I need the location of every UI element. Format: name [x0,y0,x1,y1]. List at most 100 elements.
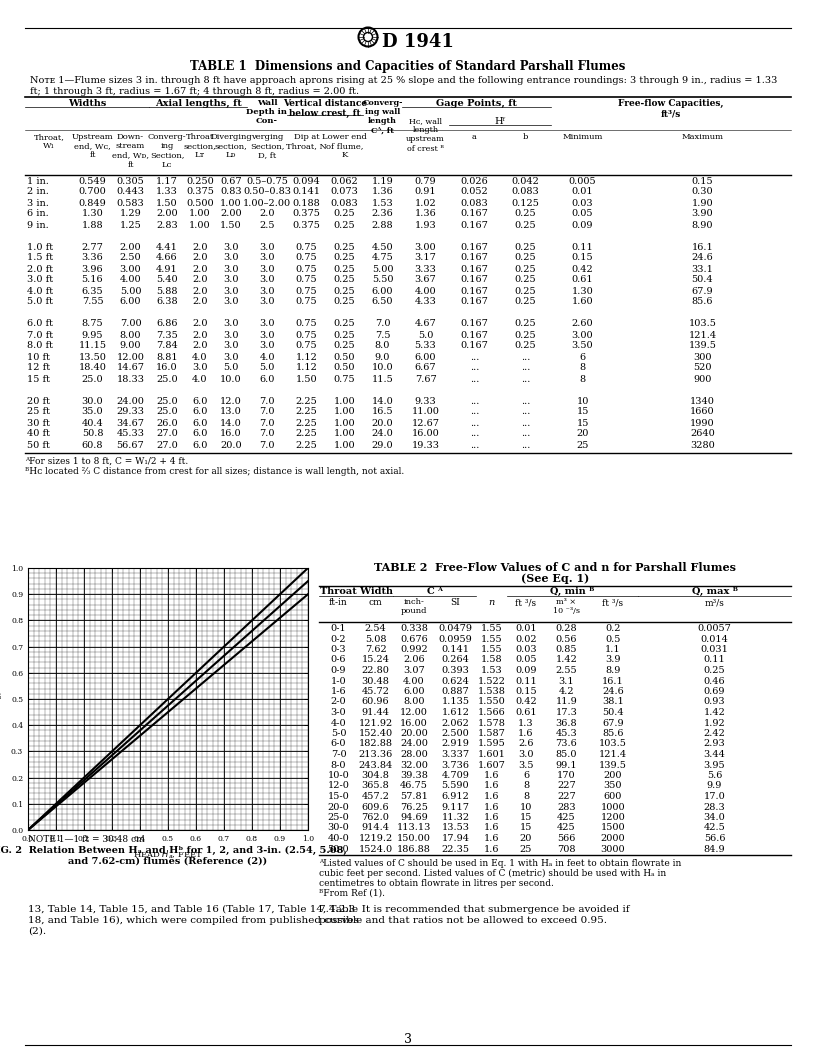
Text: 1.6: 1.6 [484,771,499,780]
Text: 4.0 ft: 4.0 ft [27,286,53,296]
Text: 1.587: 1.587 [477,729,505,738]
Y-axis label: HEAD $H_b$, FEET: HEAD $H_b$, FEET [0,664,6,734]
Text: 15.24: 15.24 [361,656,389,664]
Text: 4.00: 4.00 [415,286,437,296]
Text: 0.167: 0.167 [460,276,489,284]
Text: 0.052: 0.052 [460,188,488,196]
Text: 1.33: 1.33 [156,188,178,196]
Text: 0.30: 0.30 [692,188,713,196]
Text: 457.2: 457.2 [361,792,389,802]
Text: 0.91: 0.91 [415,188,437,196]
Text: 35.0: 35.0 [82,408,104,416]
Text: 1.88: 1.88 [82,221,104,229]
Text: 4.0: 4.0 [193,353,208,361]
Text: 25 ft: 25 ft [27,408,50,416]
Text: 0.85: 0.85 [556,645,577,654]
Text: 15-0: 15-0 [328,792,349,802]
Text: 50.4: 50.4 [692,276,713,284]
Text: 0.25: 0.25 [334,243,355,251]
Text: 50 ft: 50 ft [27,440,50,450]
Text: 91.44: 91.44 [361,708,389,717]
Text: Throat,
W₁: Throat, W₁ [33,133,64,150]
Text: ...: ... [521,418,530,428]
Text: 0.01: 0.01 [515,624,537,633]
Text: 4.709: 4.709 [441,771,469,780]
Text: ...: ... [521,363,530,373]
Text: 7.0 ft: 7.0 ft [27,331,53,339]
Text: 0.042: 0.042 [512,176,539,186]
Text: 12 ft: 12 ft [27,363,50,373]
Text: 2.5: 2.5 [259,221,275,229]
Text: 0.93: 0.93 [703,698,725,706]
Text: 1.578: 1.578 [477,718,505,728]
Text: 1.42: 1.42 [556,656,578,664]
Text: 2.0: 2.0 [193,331,208,339]
Text: 1.6: 1.6 [484,781,499,791]
Text: 24.00: 24.00 [400,739,428,749]
Text: 0.75: 0.75 [295,253,317,263]
Text: 3.67: 3.67 [415,276,437,284]
Text: 1000: 1000 [601,803,625,811]
Text: m³ ×
10 ⁻³/s: m³ × 10 ⁻³/s [553,598,580,616]
Text: 1.3: 1.3 [518,718,534,728]
Text: 0.01: 0.01 [572,188,593,196]
Text: 0.25: 0.25 [515,209,536,219]
Text: ...: ... [521,408,530,416]
Text: 45.3: 45.3 [556,729,578,738]
Text: 12-0: 12-0 [327,781,349,791]
Text: 13.53: 13.53 [441,824,469,832]
X-axis label: HEAD $H_a$, FEET: HEAD $H_a$, FEET [133,848,203,861]
Text: 0.50–0.83: 0.50–0.83 [243,188,291,196]
Text: 11.5: 11.5 [371,375,393,383]
Text: 6.00: 6.00 [372,286,393,296]
Text: verging
Section,
D, ft: verging Section, D, ft [250,133,284,159]
Text: 39.38: 39.38 [400,771,428,780]
Text: 16.0: 16.0 [156,363,178,373]
Text: 2.83: 2.83 [156,221,178,229]
Text: 1.601: 1.601 [477,750,505,759]
Text: 12.00: 12.00 [117,353,144,361]
Text: 9.95: 9.95 [82,331,104,339]
Text: 0.15: 0.15 [515,687,537,696]
Text: 2.60: 2.60 [572,320,593,328]
Text: 1219.2: 1219.2 [358,834,392,843]
Text: 1.53: 1.53 [371,199,393,207]
Text: 0.11: 0.11 [572,243,593,251]
Text: 0.141: 0.141 [441,645,469,654]
Text: 0.083: 0.083 [330,199,358,207]
Text: 2.0: 2.0 [193,253,208,263]
Text: 5.00: 5.00 [120,286,141,296]
Text: 7.84: 7.84 [156,341,178,351]
Text: 6.38: 6.38 [156,298,178,306]
Text: 0.0959: 0.0959 [439,635,472,643]
Text: 1-0: 1-0 [330,677,346,685]
Text: 0.25: 0.25 [515,298,536,306]
Text: 0.624: 0.624 [441,677,469,685]
Text: 0.25: 0.25 [334,286,355,296]
Text: 1.6: 1.6 [484,824,499,832]
Text: ᴮFrom Ref (1).: ᴮFrom Ref (1). [319,889,385,898]
Text: 67.9: 67.9 [602,718,623,728]
Text: 7.0: 7.0 [259,440,275,450]
Text: 10.0: 10.0 [220,375,242,383]
Text: 3.0: 3.0 [193,363,208,373]
Text: 0.005: 0.005 [569,176,596,186]
Text: 3.1: 3.1 [559,677,574,685]
Text: 2.00: 2.00 [220,209,242,219]
Text: 0.167: 0.167 [460,298,489,306]
Text: 3.00: 3.00 [120,264,141,274]
Text: 25.0: 25.0 [156,396,178,406]
Text: 8: 8 [579,375,586,383]
Text: 5.6: 5.6 [707,771,722,780]
Text: 0.250: 0.250 [186,176,214,186]
Text: 3.0: 3.0 [259,243,275,251]
Text: 0.75: 0.75 [295,341,317,351]
Text: 0.25: 0.25 [515,253,536,263]
Text: 30 ft: 30 ft [27,418,50,428]
Text: 213.36: 213.36 [358,750,392,759]
Text: 425: 425 [557,813,576,822]
Text: 1.550: 1.550 [477,698,505,706]
Text: 50-0: 50-0 [328,845,349,853]
Text: 20-0: 20-0 [328,803,349,811]
Text: 11.00: 11.00 [411,408,440,416]
